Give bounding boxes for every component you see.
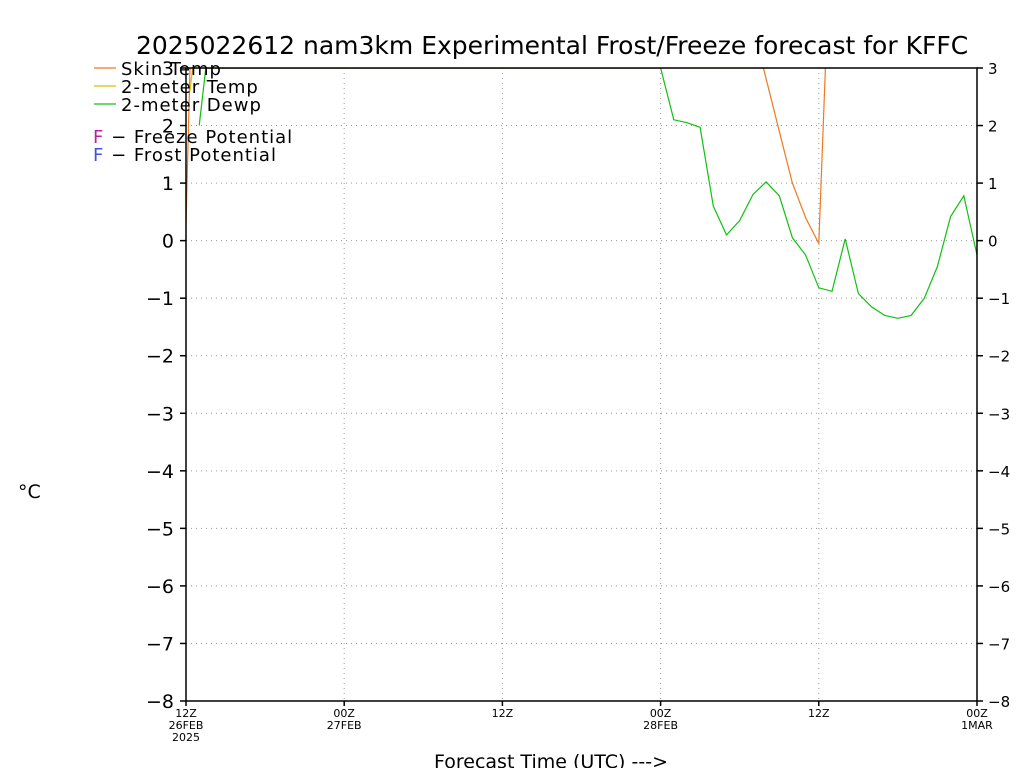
legend-label: 2-meter Temp — [121, 77, 259, 98]
y-tick-label: 1 — [162, 173, 174, 195]
y-tick-label-right: −5 — [988, 520, 1010, 538]
x-tick-label: 27FEB — [327, 719, 362, 732]
series-lines — [186, 68, 977, 319]
y-tick-label: 3 — [162, 58, 174, 80]
y-axis-left: 3 2 1 0 −1 −2 −3 −4 −5 −6 −7 −8 — [146, 58, 186, 713]
legend-flag-entry: F − Freeze Potential — [93, 127, 293, 148]
y-tick-label-right: −2 — [988, 348, 1010, 366]
x-tick-label: 28FEB — [643, 719, 678, 732]
legend-flag-entry: F − Frost Potential — [93, 145, 277, 166]
y-tick-label-right: −1 — [988, 290, 1010, 308]
x-tick-label: 26FEB — [169, 719, 204, 732]
y-tick-label-right: −7 — [988, 635, 1010, 653]
y-tick-label: 0 — [162, 231, 174, 253]
series-line-2-meter-dewp — [198, 68, 977, 319]
x-axis-label: Forecast Time (UTC) ---> — [434, 751, 668, 768]
grid-lines — [186, 68, 977, 701]
y-tick-label-right: −3 — [988, 405, 1010, 423]
x-tick-label: 00Z — [966, 707, 988, 720]
y-tick-label-right: 0 — [988, 233, 998, 251]
y-tick-label-right: 3 — [988, 60, 998, 78]
x-tick-label: 00Z — [650, 707, 672, 720]
series-line-skin-temp — [186, 68, 826, 246]
y-tick-label: −8 — [146, 691, 174, 713]
y-tick-label-right: −6 — [988, 578, 1010, 596]
plot-frame — [185, 67, 978, 702]
y-tick-label: −3 — [146, 403, 174, 425]
y-axis-label: °C — [18, 481, 41, 503]
y-tick-label: 2 — [162, 116, 174, 138]
y-tick-label: −6 — [146, 576, 174, 598]
y-tick-label: −7 — [146, 633, 174, 655]
y-axis-right: 3 2 1 0 −1 −2 −3 −4 −5 −6 −7 −8 — [977, 60, 1010, 711]
series-line-2-meter-temp — [189, 68, 194, 92]
y-tick-label: −1 — [146, 288, 174, 310]
y-tick-label-right: −8 — [988, 693, 1010, 711]
y-tick-label-right: 2 — [988, 118, 998, 136]
x-tick-label: 2025 — [172, 731, 200, 744]
x-tick-label: 12Z — [808, 707, 830, 720]
y-tick-label-right: −4 — [988, 463, 1010, 481]
chart-title: 2025022612 nam3km Experimental Frost/Fre… — [136, 31, 968, 60]
x-tick-label: 1MAR — [961, 719, 993, 732]
legend-label: Skin Temp — [121, 59, 222, 80]
legend-label: 2-meter Dewp — [121, 95, 262, 116]
y-tick-label: −4 — [146, 461, 174, 483]
x-tick-label: 00Z — [333, 707, 355, 720]
y-tick-label: −2 — [146, 346, 174, 368]
x-tick-label: 12Z — [175, 707, 197, 720]
x-tick-label: 12Z — [492, 707, 514, 720]
y-tick-label-right: 1 — [988, 175, 998, 193]
y-tick-label: −5 — [146, 518, 174, 540]
